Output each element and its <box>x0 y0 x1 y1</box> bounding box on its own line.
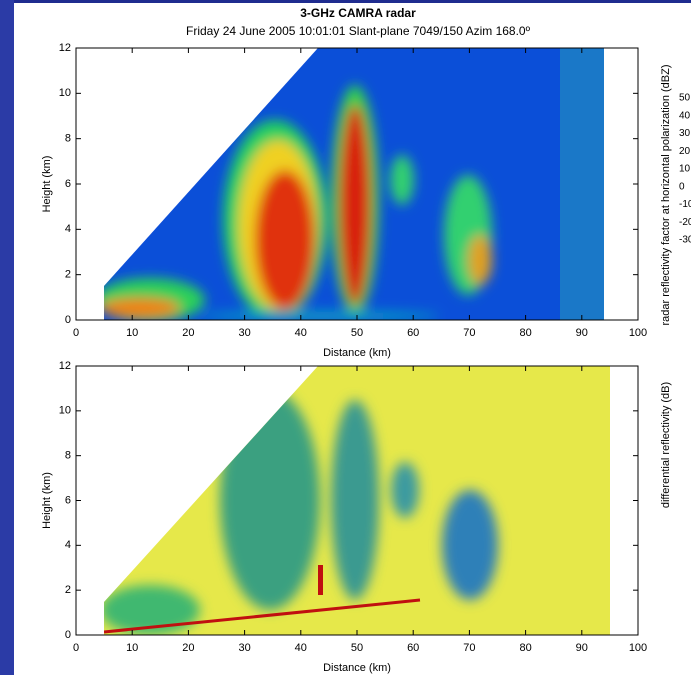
y-tick-label: 8 <box>65 133 71 145</box>
x-tick-label: 20 <box>182 642 194 654</box>
colorbar-tick-label: -10 <box>679 199 691 210</box>
x-tick-label: 90 <box>576 642 588 654</box>
y-axis-label: Height (km) <box>41 156 53 213</box>
x-tick-label: 50 <box>351 327 363 339</box>
colorbar-tick-label: 50 <box>679 93 691 104</box>
chart-subtitle: Friday 24 June 2005 10:01:01 Slant-plane… <box>186 24 531 38</box>
x-tick-label: 10 <box>126 642 138 654</box>
x-tick-label: 0 <box>73 327 79 339</box>
y-tick-label: 6 <box>65 494 71 506</box>
x-tick-label: 0 <box>73 642 79 654</box>
x-tick-label: 40 <box>295 642 307 654</box>
x-tick-label: 100 <box>629 327 647 339</box>
x-tick-label: 40 <box>295 327 307 339</box>
y-tick-label: 4 <box>65 539 71 551</box>
side-strip <box>0 0 14 675</box>
y-tick-label: 10 <box>59 87 71 99</box>
colorbar-tick-label: 10 <box>679 164 691 175</box>
x-tick-label: 30 <box>238 327 250 339</box>
colorbar-tick-label: 20 <box>679 146 691 157</box>
x-tick-label: 80 <box>519 642 531 654</box>
x-tick-label: 20 <box>182 327 194 339</box>
y-tick-label: 2 <box>65 269 71 281</box>
y-tick-label: 6 <box>65 178 71 190</box>
chart-title: 3-GHz CAMRA radar <box>300 6 416 20</box>
colorbar-label: differential reflectivity (dB) <box>660 382 672 508</box>
y-tick-label: 0 <box>65 314 71 326</box>
y-tick-label: 8 <box>65 450 71 462</box>
y-tick-label: 0 <box>65 629 71 641</box>
colorbar-tick-label: -30 <box>679 235 691 246</box>
x-tick-label: 30 <box>238 642 250 654</box>
y-tick-label: 10 <box>59 405 71 417</box>
y-tick-label: 12 <box>59 42 71 54</box>
x-tick-label: 10 <box>126 327 138 339</box>
y-tick-label: 2 <box>65 584 71 596</box>
colorbar-label: radar reflectivity factor at horizontal … <box>660 64 672 325</box>
x-tick-label: 80 <box>519 327 531 339</box>
x-tick-label: 70 <box>463 327 475 339</box>
x-tick-label: 90 <box>576 327 588 339</box>
x-tick-label: 60 <box>407 642 419 654</box>
colorbar-tick-label: 0 <box>679 181 685 192</box>
x-tick-label: 60 <box>407 327 419 339</box>
x-tick-label: 50 <box>351 642 363 654</box>
y-tick-label: 12 <box>59 360 71 372</box>
y-axis-label: Height (km) <box>41 472 53 529</box>
y-tick-label: 4 <box>65 223 71 235</box>
x-tick-label: 70 <box>463 642 475 654</box>
colorbar-tick-label: 30 <box>679 128 691 139</box>
colorbar-tick-label: -20 <box>679 217 691 228</box>
x-tick-label: 100 <box>629 642 647 654</box>
x-axis-label: Distance (km) <box>323 662 391 674</box>
colorbar-tick-label: 40 <box>679 110 691 121</box>
x-axis-label: Distance (km) <box>323 347 391 359</box>
